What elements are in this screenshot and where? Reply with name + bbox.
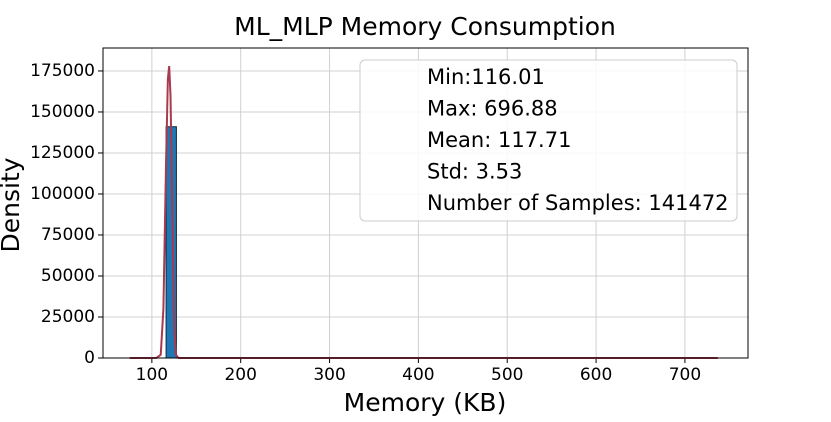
- x-tick-label: 300: [313, 365, 345, 385]
- y-tick-label: 75000: [41, 225, 95, 245]
- annotation: Min:116.01: [427, 65, 545, 89]
- y-tick-label: 50000: [41, 266, 95, 286]
- plot-frame: [102, 47, 749, 359]
- annotation-box: [359, 59, 738, 222]
- x-tick-label: 400: [402, 365, 434, 385]
- annotation: Std: 3.53: [427, 160, 522, 184]
- annotation: Max: 696.88: [427, 97, 558, 121]
- y-tick-label: 100000: [30, 184, 95, 204]
- x-axis-label: Memory (KB): [344, 388, 507, 417]
- y-tick-label: 0: [84, 348, 95, 368]
- x-tick-label: 500: [491, 365, 523, 385]
- y-tick-label: 125000: [30, 143, 95, 163]
- y-tick-label: 25000: [41, 307, 95, 327]
- x-tick-label: 200: [224, 365, 256, 385]
- y-axis-label: Density: [0, 157, 25, 252]
- y-tick-label: 150000: [30, 102, 95, 122]
- annotation: Mean: 117.71: [427, 128, 571, 152]
- kde-line: [129, 65, 718, 359]
- y-tick-label: 175000: [30, 61, 95, 81]
- x-tick-label: 600: [580, 365, 612, 385]
- x-tick-label: 100: [136, 365, 168, 385]
- chart-title: ML_MLP Memory Consumption: [234, 12, 616, 41]
- x-tick-label: 700: [669, 365, 701, 385]
- annotation: Number of Samples: 141472: [427, 191, 729, 215]
